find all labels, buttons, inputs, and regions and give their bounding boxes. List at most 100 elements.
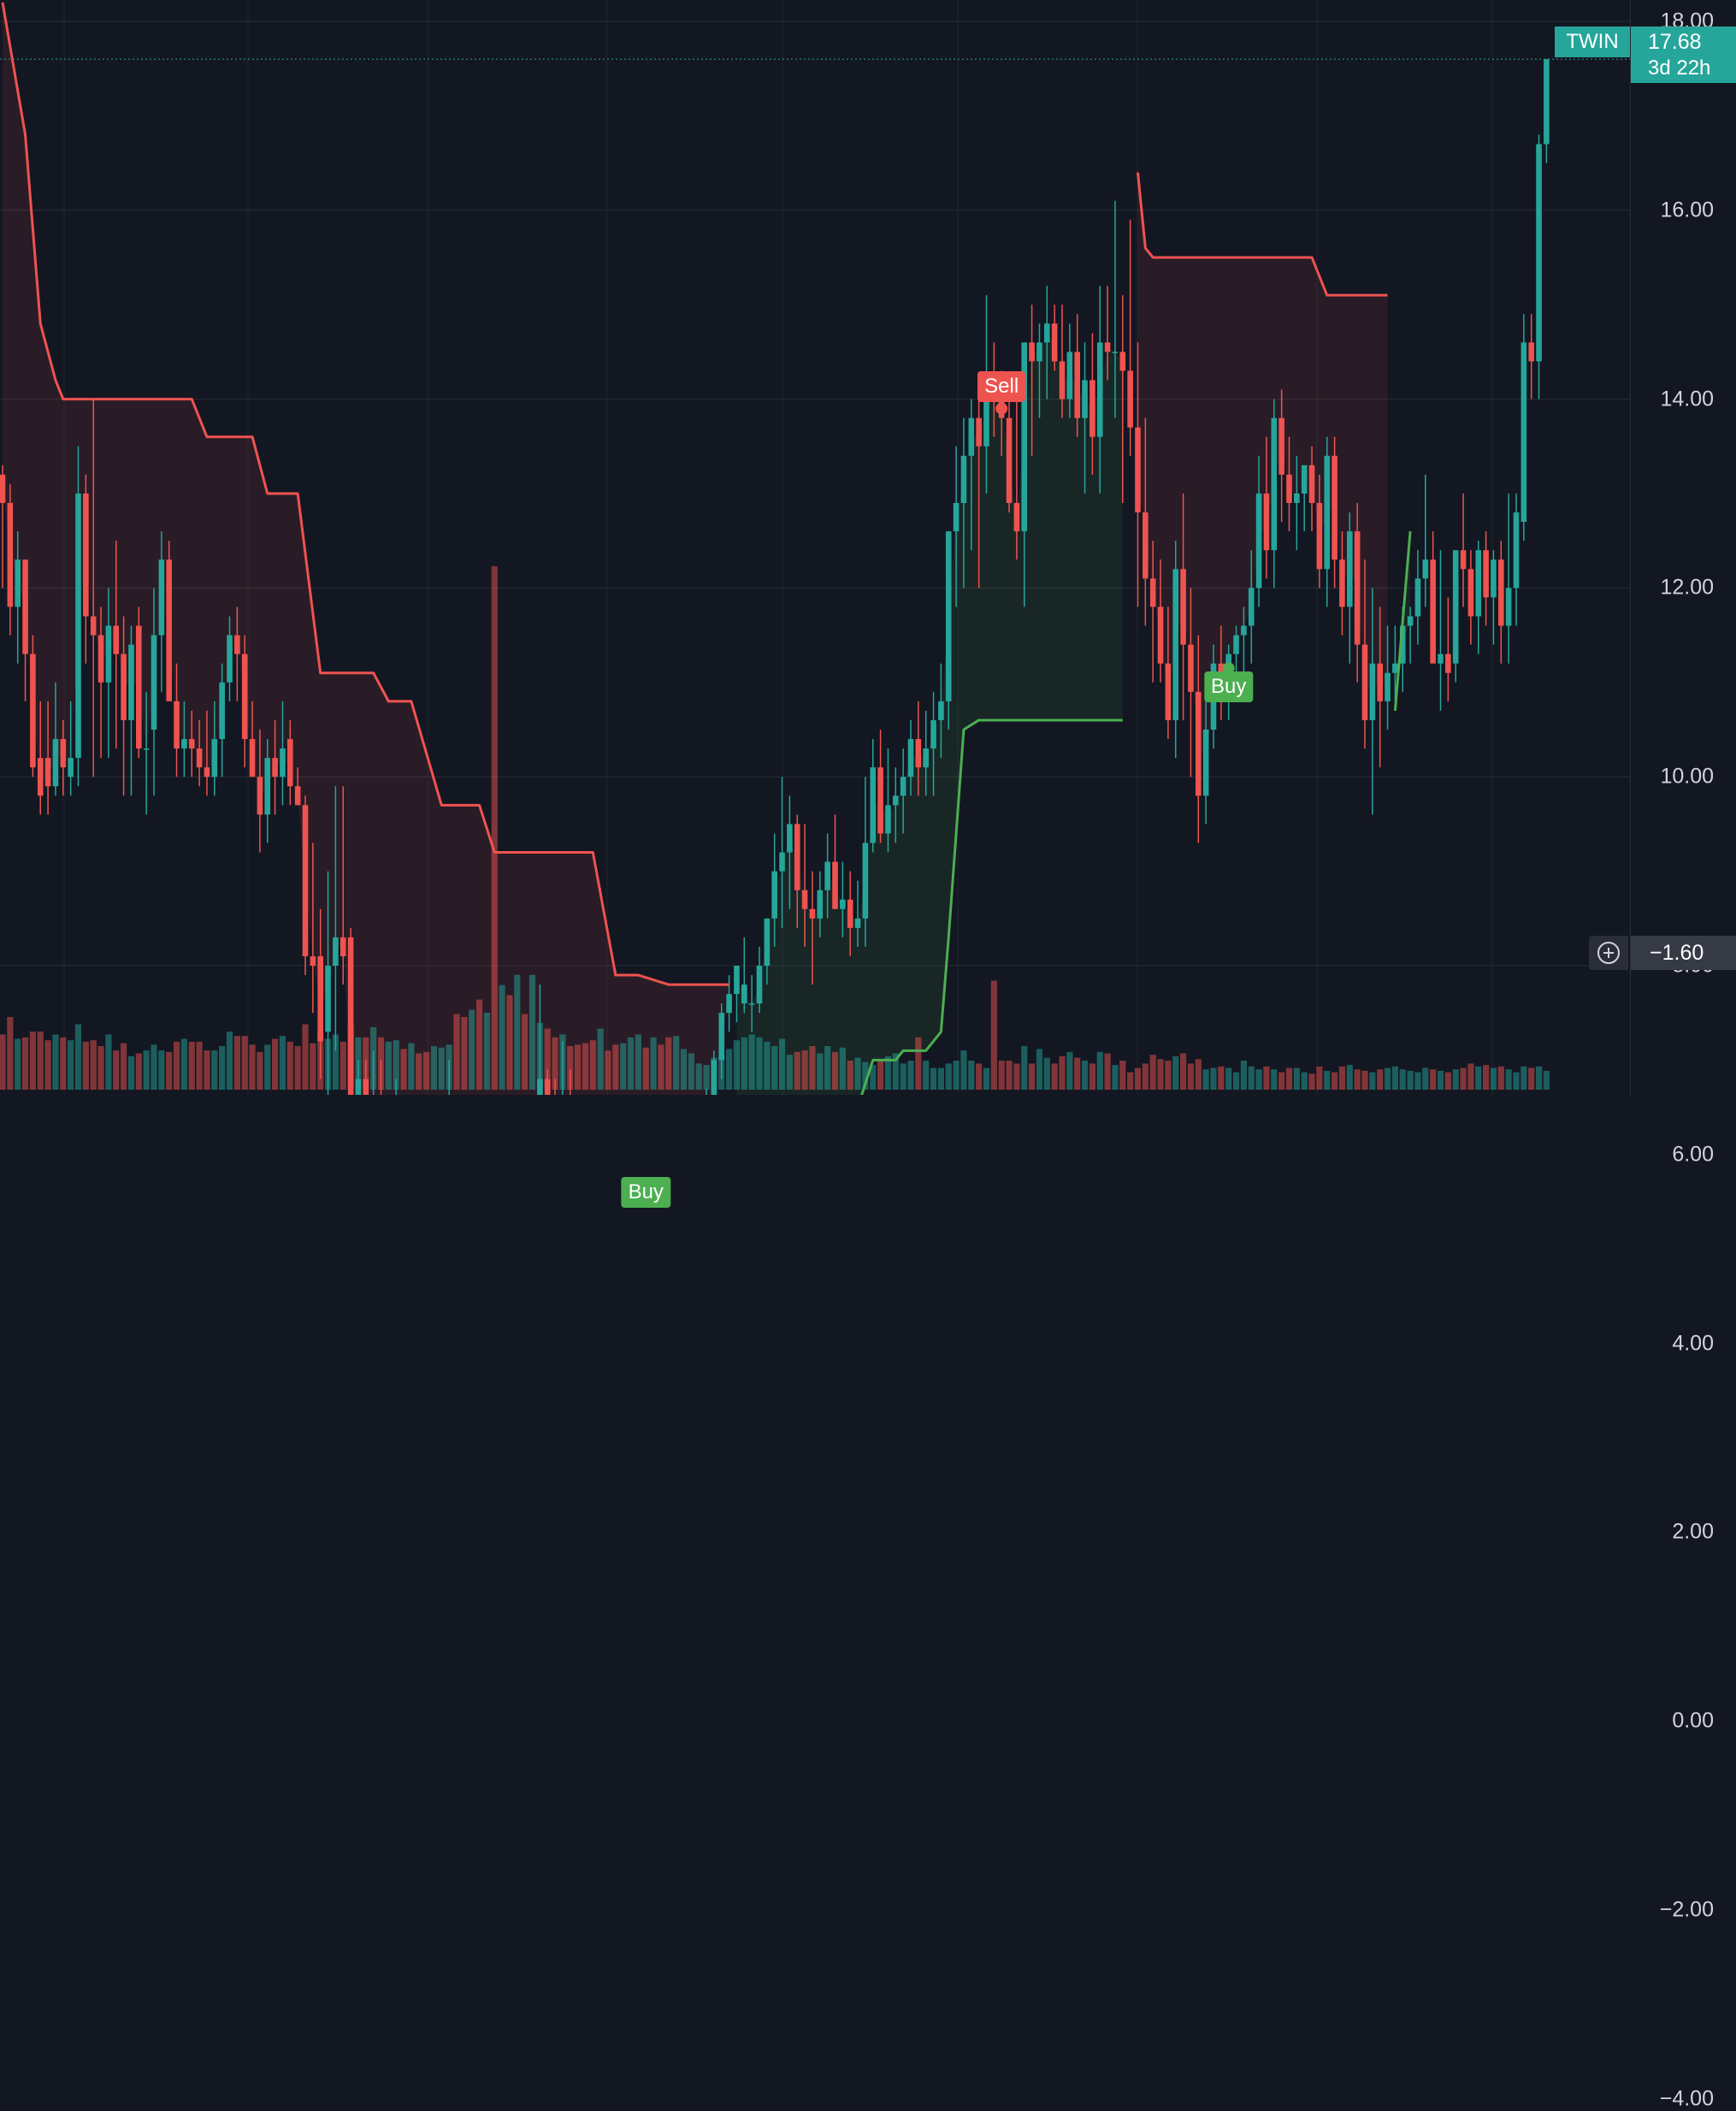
candle-body <box>363 1079 369 1095</box>
volume-bar <box>688 1053 694 1090</box>
volume-bar <box>1452 1069 1459 1090</box>
volume-bar <box>1332 1072 1338 1090</box>
candle <box>1294 455 1300 551</box>
volume-bar <box>990 980 997 1090</box>
candle <box>380 1060 382 1095</box>
candle-body <box>1066 352 1073 399</box>
candle <box>1491 550 1497 645</box>
volume-bar <box>764 1041 771 1090</box>
volume-bar <box>453 1014 460 1090</box>
candle <box>121 616 127 796</box>
volume-bar <box>257 1051 263 1090</box>
candle <box>1460 494 1467 607</box>
candle <box>1414 550 1421 645</box>
signal-sell-label: Sell <box>977 370 1026 402</box>
volume-bar <box>1407 1070 1414 1090</box>
volume-bar <box>1202 1069 1209 1090</box>
candle <box>915 701 922 796</box>
candle-body <box>741 985 747 1004</box>
candle <box>75 446 81 787</box>
candle <box>196 719 203 787</box>
candle <box>264 739 271 843</box>
candle <box>128 625 134 796</box>
candle <box>22 559 28 701</box>
candle <box>1438 550 1444 711</box>
candle-body <box>1354 531 1361 645</box>
candle-body <box>771 871 777 919</box>
candle-body <box>1422 559 1429 579</box>
candle-body <box>355 1079 362 1095</box>
volume-bar <box>1180 1053 1187 1090</box>
candle <box>1013 399 1020 560</box>
candle <box>151 588 157 796</box>
candle-body <box>1505 588 1512 626</box>
volume-histogram <box>0 566 1550 1090</box>
volume-bar <box>82 1041 89 1090</box>
candle-body <box>1044 323 1050 343</box>
volume-bar <box>1029 1063 1036 1090</box>
candle <box>764 918 771 985</box>
volume-bar <box>1293 1067 1300 1090</box>
volume-bar <box>605 1050 611 1090</box>
volume-bar <box>1444 1072 1451 1090</box>
candle <box>1059 305 1066 418</box>
candle <box>280 701 286 806</box>
candle <box>537 985 543 1095</box>
volume-bar <box>1036 1049 1043 1090</box>
candle-body <box>1233 635 1239 654</box>
candle <box>1339 531 1345 636</box>
volume-bar <box>1149 1055 1156 1090</box>
volume-bar <box>15 1038 21 1090</box>
candle <box>1332 436 1337 588</box>
candle-body <box>249 739 256 778</box>
candle <box>1536 134 1542 399</box>
volume-bar <box>680 1049 688 1090</box>
volume-bar <box>642 1047 649 1090</box>
candle-body <box>143 748 150 750</box>
candle-body <box>1513 512 1520 588</box>
candle <box>1112 200 1119 418</box>
candle <box>756 946 763 1014</box>
candle-body <box>294 786 301 806</box>
candle-body <box>174 701 180 749</box>
candle <box>44 701 51 815</box>
volume-bar <box>847 1061 853 1090</box>
candle <box>68 701 74 796</box>
volume-bar <box>1430 1069 1437 1090</box>
bar-countdown: 3d 22h <box>1648 56 1711 80</box>
volume-bar <box>1255 1069 1262 1090</box>
candle-body <box>1339 559 1345 607</box>
volume-bar <box>219 1046 226 1090</box>
volume-bar <box>794 1051 800 1090</box>
candle-body <box>787 824 793 853</box>
candle-body <box>915 739 922 768</box>
candle-body <box>907 739 914 778</box>
candle-body <box>1165 663 1172 720</box>
candle-body <box>158 559 165 636</box>
price-tick-label: 16.00 <box>1660 198 1714 222</box>
candle-body <box>983 380 989 446</box>
candle <box>945 531 952 730</box>
volume-bar <box>1483 1065 1490 1090</box>
volume-bar <box>877 1061 884 1090</box>
supertrend-fill-area <box>736 333 1123 1095</box>
candle-body <box>1445 653 1451 673</box>
candle-body <box>113 625 120 654</box>
volume-bar <box>733 1040 741 1090</box>
volume-bar <box>1081 1061 1089 1090</box>
candle-body <box>1082 380 1088 418</box>
candle-body <box>128 644 134 720</box>
price-chart[interactable] <box>0 0 1736 1095</box>
volume-bar <box>1074 1057 1081 1090</box>
price-tick-label: 6.00 <box>1672 1142 1714 1167</box>
price-scale[interactable]: 18.0016.0014.0012.0010.008.006.004.002.0… <box>1630 0 1736 2110</box>
candle <box>294 767 301 806</box>
candle-body <box>1013 503 1020 532</box>
volume-bar <box>937 1067 944 1090</box>
add-alert-button[interactable] <box>1589 936 1628 970</box>
signal-dot <box>1222 662 1235 675</box>
candle <box>188 710 195 778</box>
candle-body <box>801 890 808 909</box>
volume-bar <box>1172 1056 1179 1090</box>
candle-body <box>1196 691 1202 796</box>
